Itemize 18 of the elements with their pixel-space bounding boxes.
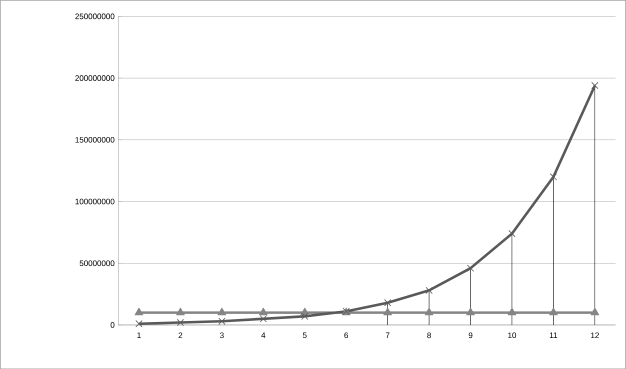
- point: [383, 308, 392, 316]
- point: [218, 308, 226, 316]
- point: [134, 308, 144, 316]
- point: [508, 308, 516, 316]
- point: [549, 308, 558, 316]
- point: [176, 318, 184, 326]
- point: [424, 308, 434, 316]
- point: [384, 299, 392, 306]
- point: [301, 312, 308, 320]
- point: [590, 308, 600, 316]
- point: [218, 318, 226, 325]
- point: [135, 320, 143, 328]
- point: [259, 308, 268, 316]
- point: [466, 308, 475, 316]
- point: [260, 315, 267, 322]
- point: [176, 308, 185, 316]
- point: [426, 286, 433, 294]
- point: [591, 82, 598, 89]
